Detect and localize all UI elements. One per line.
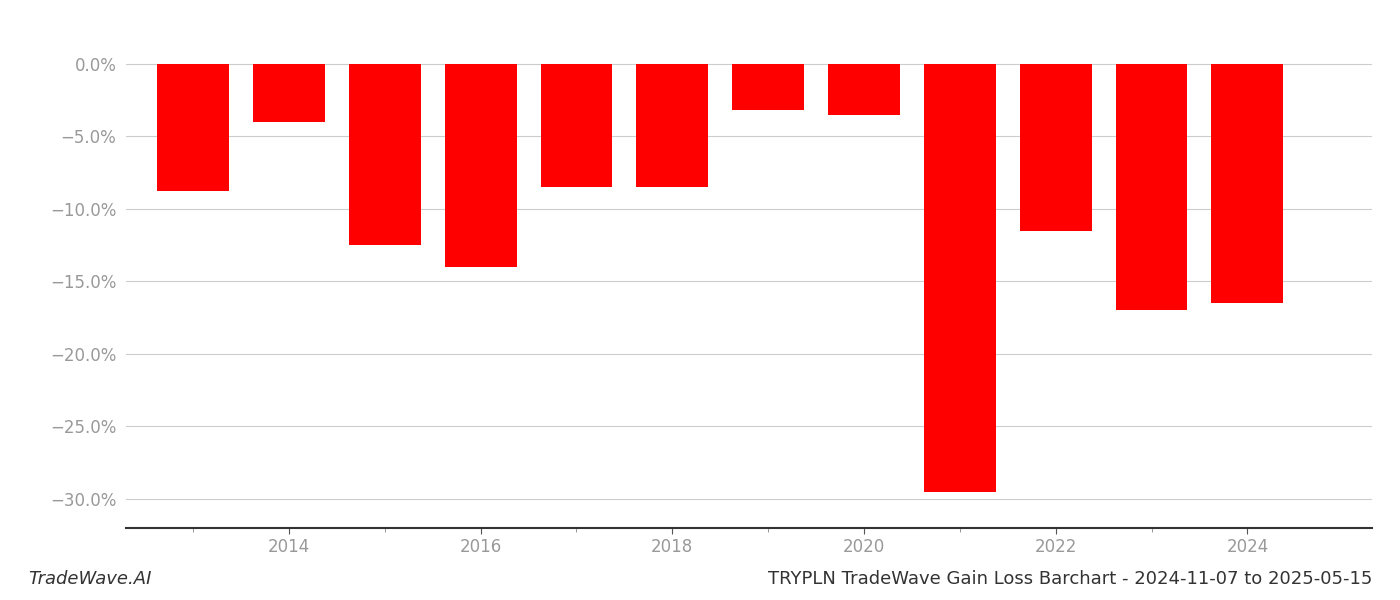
Bar — [349, 64, 421, 245]
Bar — [827, 64, 900, 115]
Bar — [732, 64, 804, 110]
Bar — [445, 64, 517, 267]
Text: TradeWave.AI: TradeWave.AI — [28, 570, 151, 588]
Bar — [1116, 64, 1187, 310]
Bar — [924, 64, 995, 492]
Bar — [157, 64, 230, 191]
Bar — [637, 64, 708, 187]
Bar — [540, 64, 612, 187]
Bar — [253, 64, 325, 122]
Bar — [1019, 64, 1092, 230]
Bar — [1211, 64, 1284, 303]
Text: TRYPLN TradeWave Gain Loss Barchart - 2024-11-07 to 2025-05-15: TRYPLN TradeWave Gain Loss Barchart - 20… — [767, 570, 1372, 588]
